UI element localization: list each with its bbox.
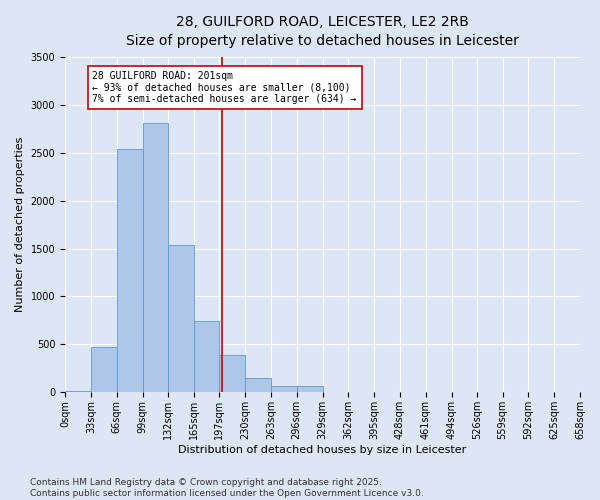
Bar bbox=[271, 386, 296, 392]
Bar bbox=[194, 322, 219, 392]
Bar bbox=[91, 348, 116, 393]
Bar bbox=[169, 244, 194, 392]
Bar bbox=[219, 355, 245, 393]
Title: 28, GUILFORD ROAD, LEICESTER, LE2 2RB
Size of property relative to detached hous: 28, GUILFORD ROAD, LEICESTER, LE2 2RB Si… bbox=[126, 15, 519, 48]
Bar bbox=[143, 123, 169, 392]
Y-axis label: Number of detached properties: Number of detached properties bbox=[15, 137, 25, 312]
Text: Contains HM Land Registry data © Crown copyright and database right 2025.
Contai: Contains HM Land Registry data © Crown c… bbox=[30, 478, 424, 498]
Text: 28 GUILFORD ROAD: 201sqm
← 93% of detached houses are smaller (8,100)
7% of semi: 28 GUILFORD ROAD: 201sqm ← 93% of detach… bbox=[92, 71, 357, 104]
Bar bbox=[296, 386, 323, 392]
X-axis label: Distribution of detached houses by size in Leicester: Distribution of detached houses by size … bbox=[178, 445, 467, 455]
Bar bbox=[116, 148, 143, 392]
Bar bbox=[245, 378, 271, 392]
